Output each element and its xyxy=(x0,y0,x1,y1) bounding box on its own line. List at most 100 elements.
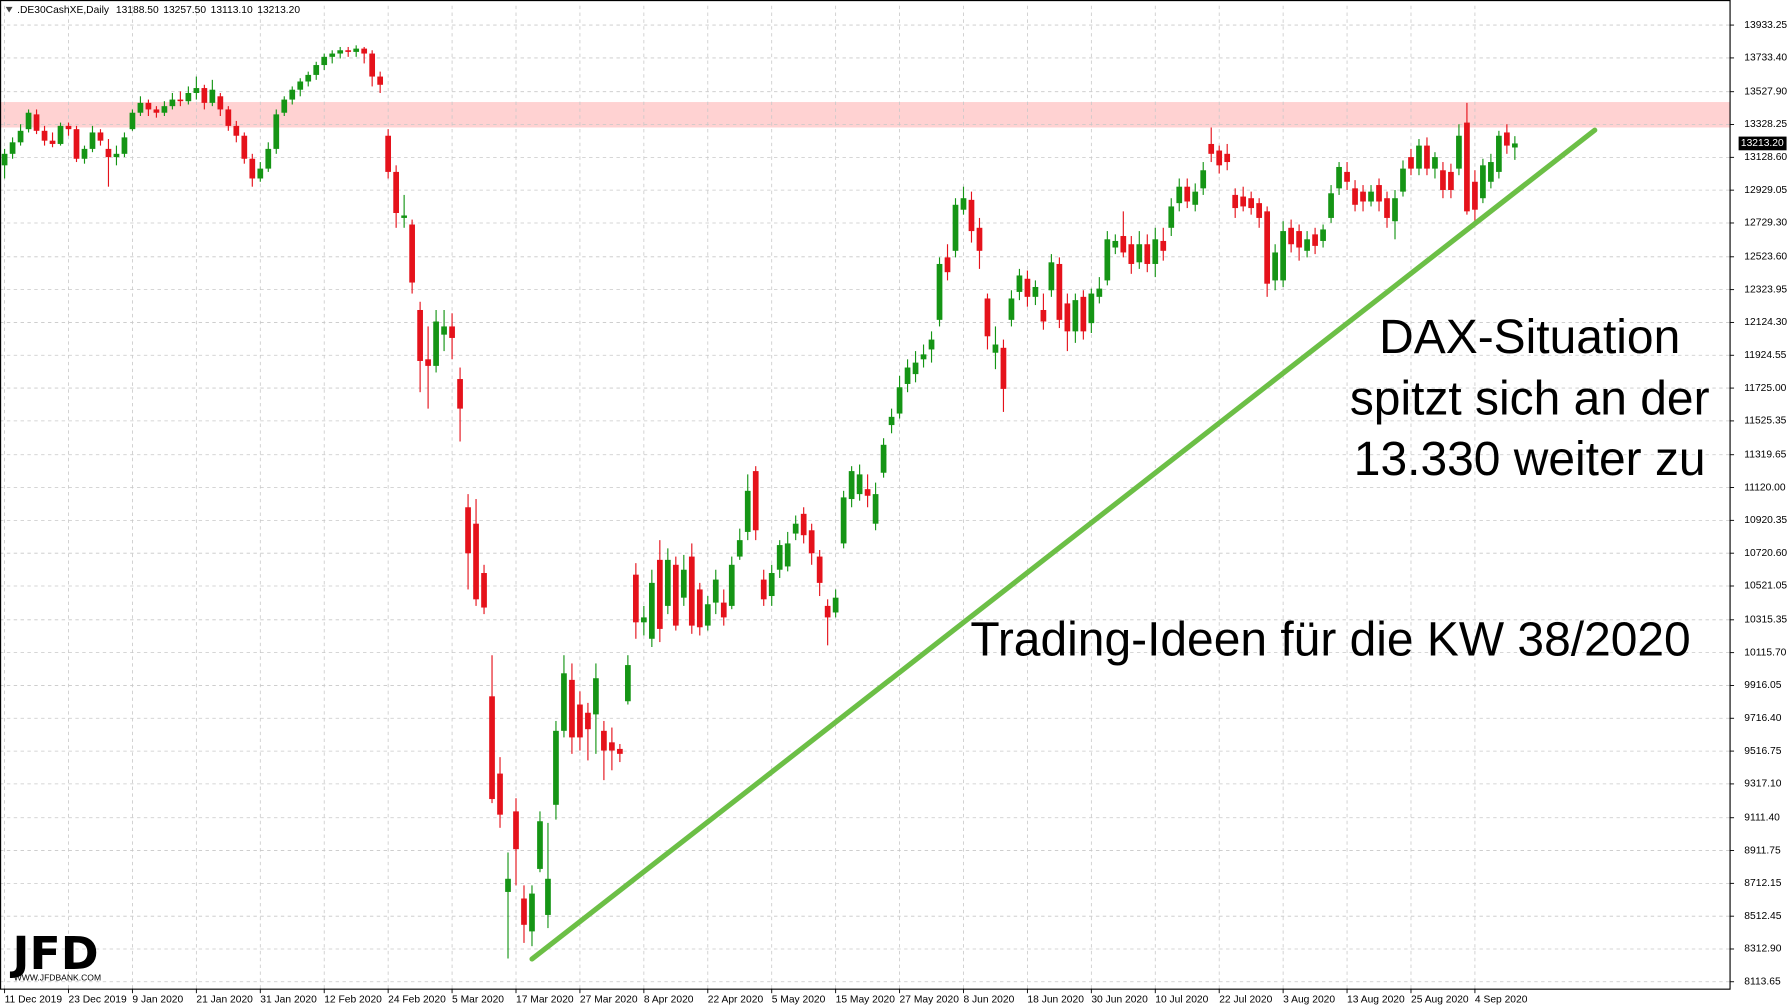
candle-body xyxy=(449,326,455,338)
candle-body xyxy=(936,263,943,320)
candle-body xyxy=(233,125,240,136)
candle-body xyxy=(33,114,40,131)
candle-body xyxy=(1424,145,1430,169)
x-tick-label: 22 Jul 2020 xyxy=(1219,995,1272,1006)
trendline xyxy=(529,127,1598,962)
candle-body xyxy=(1392,198,1398,222)
candle-body xyxy=(57,125,64,144)
candle-body xyxy=(1088,293,1095,324)
y-tick-label: 11319.65 xyxy=(1744,449,1786,460)
y-tick-label: 12523.60 xyxy=(1744,252,1787,263)
y-tick-label: 13733.40 xyxy=(1744,53,1787,64)
candle-body xyxy=(1112,240,1119,248)
y-tick-label: 10315.35 xyxy=(1744,615,1787,626)
candle-body xyxy=(561,673,567,731)
candle-body xyxy=(1216,150,1223,166)
ohlc-label: 13188.50 xyxy=(116,5,159,16)
candle-body xyxy=(664,559,671,606)
candle-body xyxy=(1416,145,1422,169)
y-tick-label: 9317.10 xyxy=(1744,779,1781,790)
y-tick-label: 13933.25 xyxy=(1744,20,1787,31)
candle-body xyxy=(609,742,615,751)
annotation: Trading-Ideen für die KW 38/2020 xyxy=(970,613,1690,666)
candle-body xyxy=(49,140,56,144)
candle-body xyxy=(656,559,663,629)
candle-body xyxy=(185,92,192,102)
symbol-label: .DE30CashXE,Daily xyxy=(17,5,110,16)
candle-body xyxy=(321,56,328,66)
candle-body xyxy=(1072,300,1079,332)
candle-body xyxy=(241,135,248,159)
y-tick-label: 10115.70 xyxy=(1744,647,1786,658)
candle-body xyxy=(105,148,112,158)
candle-body xyxy=(73,129,80,159)
y-tick-label: 10521.05 xyxy=(1744,581,1787,592)
candle-body xyxy=(712,579,719,603)
candle-body xyxy=(209,89,216,103)
candle-body xyxy=(25,112,32,130)
plot-frame xyxy=(0,0,1731,990)
candle-body xyxy=(193,88,200,93)
candle-body xyxy=(824,605,831,618)
candle-body xyxy=(1160,240,1167,251)
y-tick-label: 13527.90 xyxy=(1744,86,1787,97)
x-tick-label: 5 May 2020 xyxy=(772,995,826,1006)
candle-body xyxy=(944,257,951,273)
last-price-label: 13213.20 xyxy=(1741,138,1784,149)
candle-body xyxy=(481,573,487,608)
candle-body xyxy=(361,48,368,54)
candle-body xyxy=(1200,170,1207,189)
candle-body xyxy=(648,582,655,639)
y-tick-label: 9516.75 xyxy=(1744,746,1781,757)
candle-body xyxy=(696,589,703,628)
candle-body xyxy=(832,597,839,613)
candle-body xyxy=(65,125,72,130)
candle-body xyxy=(880,444,887,473)
x-tick-label: 18 Jun 2020 xyxy=(1027,995,1084,1006)
candle-body xyxy=(1320,229,1326,241)
candle-body xyxy=(1472,181,1478,210)
last-price-box xyxy=(1738,136,1787,151)
candle-body xyxy=(1344,171,1350,182)
candle-body xyxy=(153,109,160,113)
candle-body xyxy=(505,878,511,892)
candle-body xyxy=(1368,191,1374,202)
candle-body xyxy=(273,114,280,149)
candle-body xyxy=(1104,239,1111,281)
candle-body xyxy=(728,564,735,606)
candle-body xyxy=(1352,188,1358,205)
candle-body xyxy=(864,489,871,496)
candle-body xyxy=(249,158,256,179)
candle-body xyxy=(1432,157,1438,169)
x-tick-label: 13 Aug 2020 xyxy=(1347,995,1405,1006)
candle-body xyxy=(1232,194,1239,209)
candle-body xyxy=(1248,198,1255,209)
candle-body xyxy=(633,574,639,623)
candle-body xyxy=(305,74,312,82)
symbol-icon xyxy=(5,6,13,13)
candle-body xyxy=(1408,157,1414,169)
y-tick-label: 12729.30 xyxy=(1744,218,1787,229)
y-tick-label: 8911.75 xyxy=(1744,845,1781,856)
candle-body xyxy=(529,893,535,932)
candle-body xyxy=(641,617,647,623)
candle-body xyxy=(89,132,96,149)
candle-body xyxy=(928,339,935,350)
candle-body xyxy=(121,137,128,154)
y-tick-label: 10920.35 xyxy=(1744,515,1787,526)
y-tick-label: 8512.45 xyxy=(1744,911,1781,922)
candle-body xyxy=(409,224,415,283)
y-tick-label: 12323.95 xyxy=(1744,284,1787,295)
candle-body xyxy=(1440,170,1446,190)
candle-body xyxy=(1224,153,1231,163)
candle-body xyxy=(872,494,879,524)
candle-body xyxy=(896,387,903,414)
candle-body xyxy=(1328,193,1334,218)
candle-body xyxy=(1000,347,1007,389)
candle-body xyxy=(257,168,264,179)
candle-body xyxy=(1168,206,1175,228)
candle-body xyxy=(1512,143,1518,148)
candle-body xyxy=(169,99,176,107)
candle-body xyxy=(984,298,991,337)
candle-body xyxy=(1080,296,1087,332)
